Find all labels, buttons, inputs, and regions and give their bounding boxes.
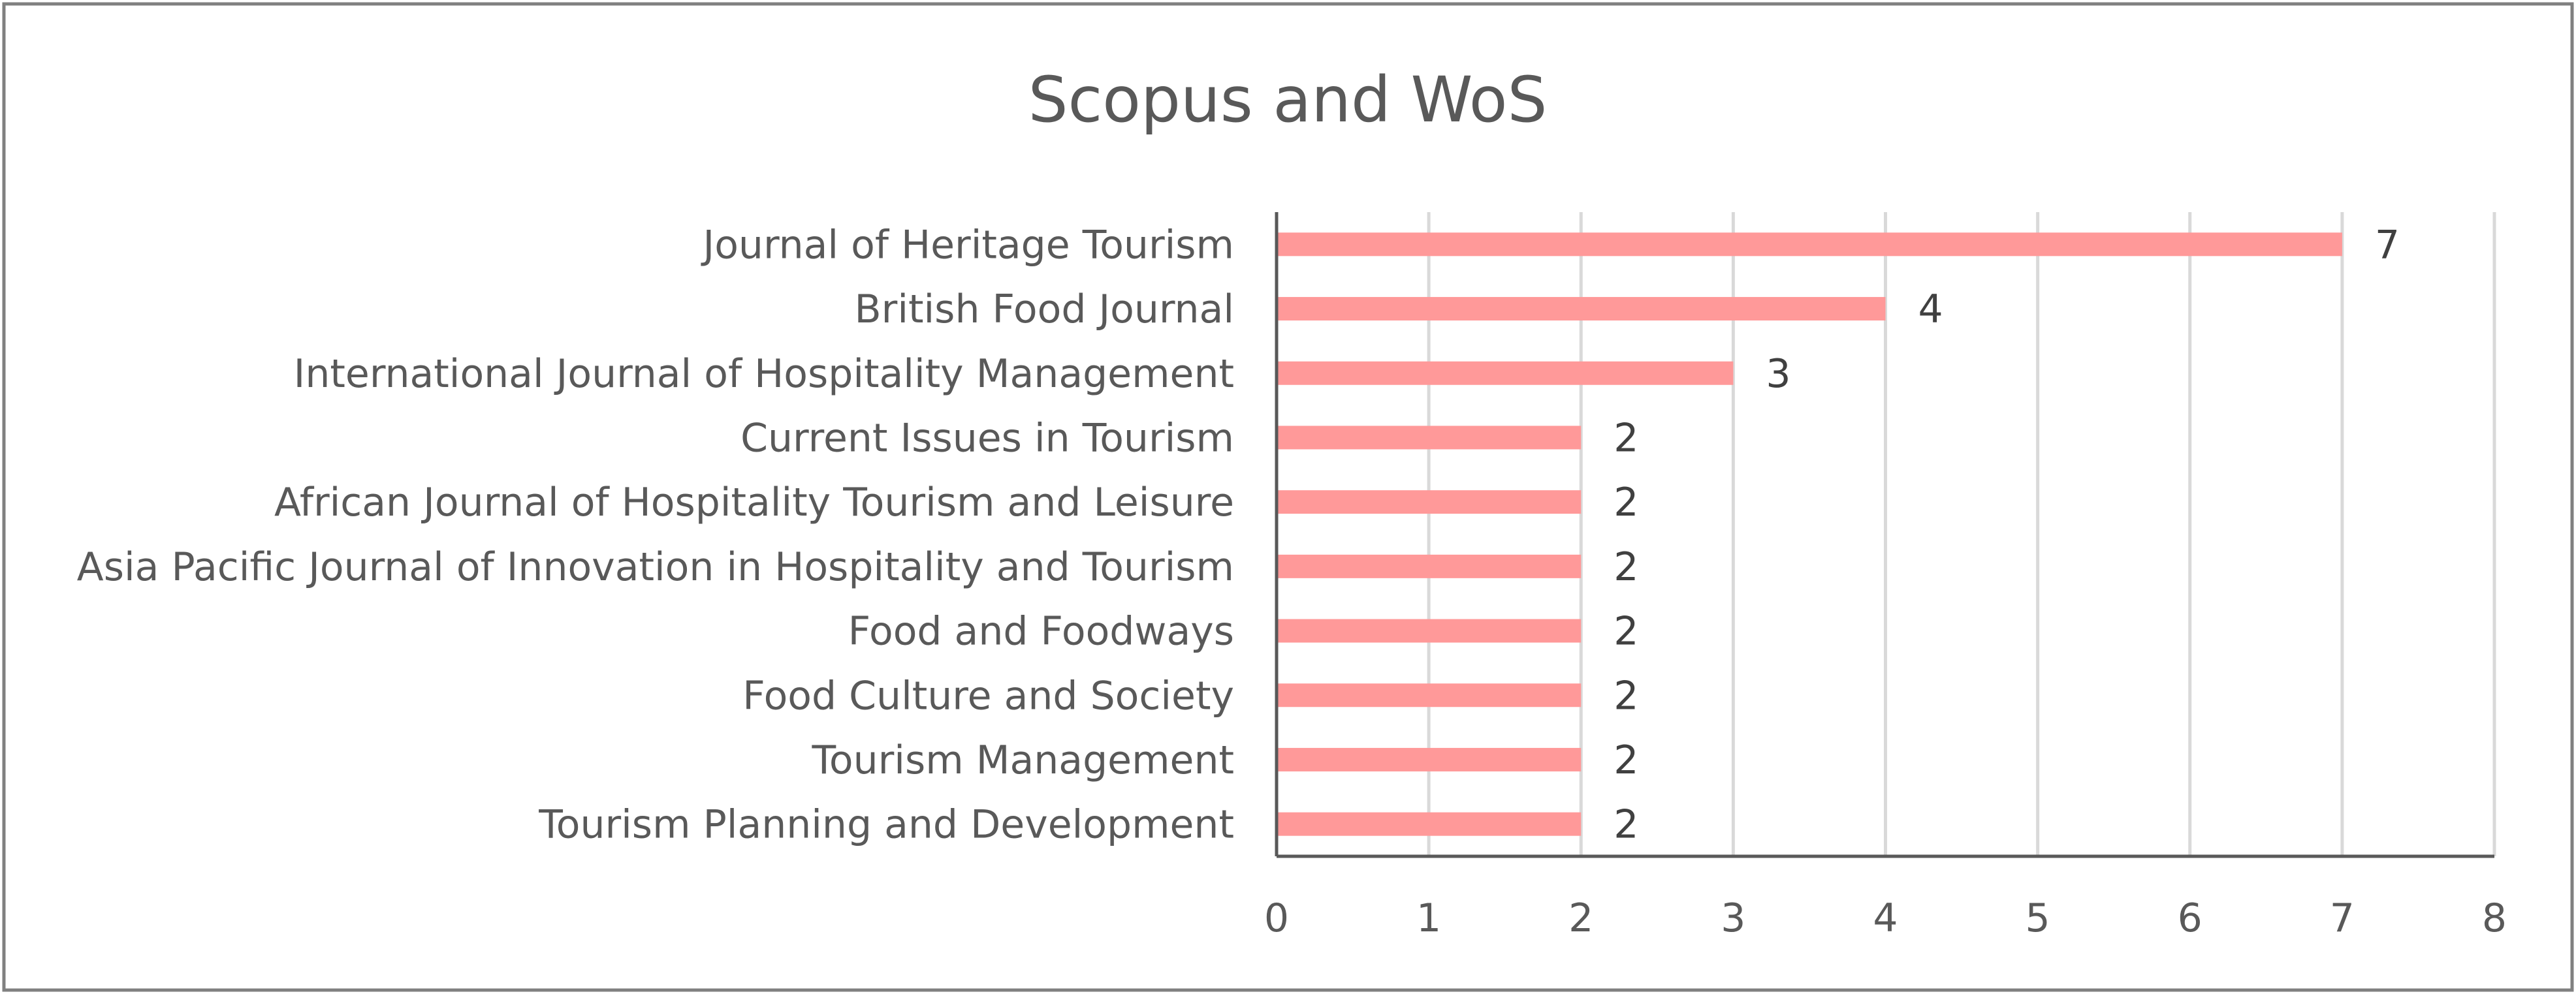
x-tick-label-1: 1 — [1416, 895, 1441, 941]
bar-4 — [1277, 490, 1582, 514]
category-label-7: Food Culture and Society — [742, 673, 1234, 719]
category-label-2: International Journal of Hospitality Man… — [294, 351, 1234, 397]
data-label-7: 2 — [1614, 673, 1638, 719]
x-tick-label-4: 4 — [1873, 895, 1898, 941]
bar-1 — [1277, 297, 1886, 321]
category-label-8: Tourism Management — [811, 738, 1234, 783]
category-label-9: Tourism Planning and Development — [538, 802, 1234, 848]
data-label-5: 2 — [1614, 544, 1638, 590]
x-tick-label-6: 6 — [2178, 895, 2202, 941]
x-tick-label-8: 8 — [2482, 895, 2507, 941]
bar-2 — [1277, 361, 1734, 385]
data-label-4: 2 — [1614, 480, 1638, 525]
data-label-3: 2 — [1614, 415, 1638, 461]
data-label-0: 7 — [2375, 222, 2400, 268]
bar-7 — [1277, 683, 1582, 707]
data-label-8: 2 — [1614, 738, 1638, 783]
x-tick-label-3: 3 — [1721, 895, 1745, 941]
bar-5 — [1277, 554, 1582, 578]
bar-9 — [1277, 812, 1582, 836]
x-tick-label-5: 5 — [2026, 895, 2050, 941]
chart-title: Scopus and WoS — [1028, 63, 1548, 136]
category-label-6: Food and Foodways — [848, 609, 1234, 655]
category-label-4: African Journal of Hospitality Tourism a… — [274, 480, 1234, 525]
category-label-5: Asia Pacific Journal of Innovation in Ho… — [77, 544, 1234, 590]
x-tick-label-0: 0 — [1264, 895, 1289, 941]
category-label-3: Current Issues in Tourism — [740, 415, 1234, 461]
data-label-6: 2 — [1614, 609, 1638, 655]
bar-8 — [1277, 747, 1582, 771]
data-label-1: 4 — [1918, 287, 1943, 332]
x-tick-label-2: 2 — [1568, 895, 1593, 941]
data-labels: 7 4 3 2 2 2 2 2 2 2 — [1614, 222, 2400, 847]
x-tick-label-7: 7 — [2330, 895, 2355, 941]
axes — [1275, 212, 2494, 858]
bars — [1277, 232, 2342, 836]
data-label-2: 3 — [1766, 351, 1790, 397]
x-tick-labels: 0 1 2 3 4 5 6 7 8 — [1264, 895, 2507, 941]
bar-6 — [1277, 619, 1582, 643]
category-label-1: British Food Journal — [854, 287, 1234, 332]
bar-3 — [1277, 426, 1582, 450]
category-label-0: Journal of Heritage Tourism — [701, 222, 1234, 268]
category-labels: Journal of Heritage Tourism British Food … — [77, 222, 1234, 847]
bar-0 — [1277, 232, 2342, 256]
data-label-9: 2 — [1614, 802, 1638, 848]
